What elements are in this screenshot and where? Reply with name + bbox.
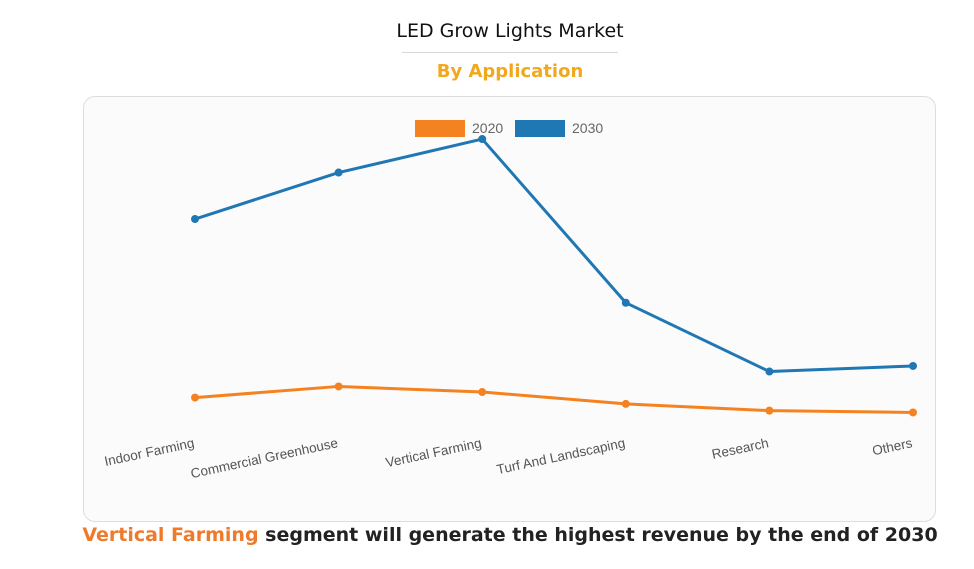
data-point-2030-1 [334, 168, 343, 177]
series-line-2020 [194, 384, 914, 414]
data-point-2030-2 [478, 135, 487, 144]
chart-title: LED Grow Lights Market [396, 20, 624, 42]
chart-subtitle: By Application [436, 61, 584, 82]
x-tick-label: Indoor Farming [103, 435, 196, 469]
x-tick-label: Others [871, 435, 914, 458]
data-point-2020-1 [334, 382, 343, 391]
series-lines [191, 135, 917, 417]
title-divider [402, 52, 618, 53]
data-point-2030-5 [909, 361, 917, 370]
data-point-2030-0 [191, 215, 199, 224]
chart-panel [83, 96, 936, 522]
data-point-2020-2 [478, 388, 487, 397]
data-point-2020-0 [191, 393, 199, 402]
legend: 2020 2030 [415, 120, 603, 137]
x-tick-label: Commercial Greenhouse [189, 435, 339, 481]
data-point-2020-3 [621, 399, 630, 408]
series-line-2030 [194, 137, 914, 374]
x-tick-label: Research [710, 435, 770, 462]
footer-text: segment will generate the highest revenu… [258, 524, 938, 546]
legend-swatch-2020 [415, 120, 465, 137]
data-point-2020-5 [909, 408, 917, 417]
footer-caption: Vertical Farming segment will generate t… [0, 524, 974, 546]
x-tick-label: Vertical Farming [384, 435, 483, 470]
data-point-2020-4 [765, 406, 774, 415]
legend-swatch-2030 [515, 120, 565, 137]
legend-label-2030: 2030 [572, 120, 603, 136]
data-point-2030-4 [765, 367, 774, 376]
legend-label-2020: 2020 [472, 120, 503, 136]
data-point-2030-3 [621, 298, 630, 307]
x-tick-label: Turf And Landscaping [495, 435, 626, 477]
footer-highlight: Vertical Farming [82, 524, 259, 546]
